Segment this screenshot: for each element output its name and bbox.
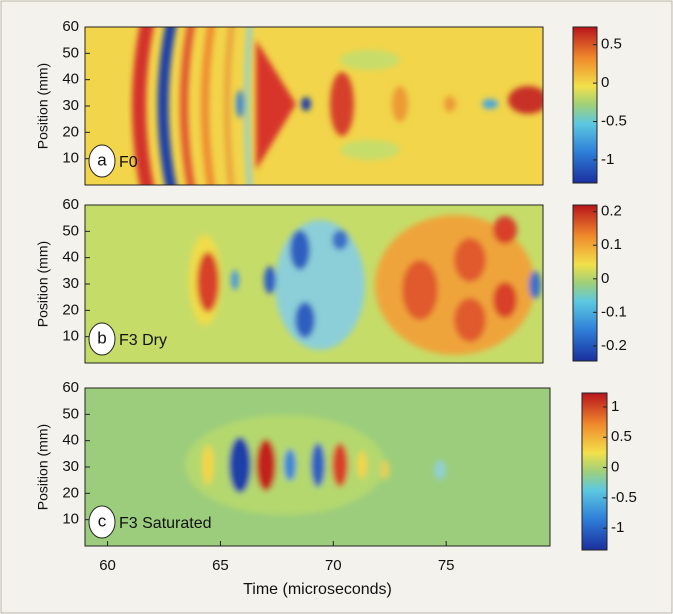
colorbar-tick-label: 0.5	[611, 428, 632, 445]
colorbar-tick-label: 0.2	[601, 203, 622, 220]
panel-title: F3 Dry	[119, 332, 167, 349]
y-tick-label: 50	[62, 405, 79, 422]
y-tick-label: 60	[62, 196, 79, 213]
x-tick-label: 75	[438, 557, 455, 574]
x-tick-label: 70	[325, 557, 342, 574]
panel-label-badge	[88, 505, 116, 539]
y-tick-label: 20	[62, 123, 79, 140]
y-tick-label: 60	[62, 18, 79, 35]
colorbar	[572, 26, 598, 184]
panel-title: F3 Saturated	[119, 515, 212, 532]
y-tick-label: 50	[62, 44, 79, 61]
y-axis-label: Position (mm)	[35, 63, 51, 149]
colorbar-tick-label: 0.1	[601, 236, 622, 253]
colorbar-tick-label: -0.1	[601, 303, 627, 320]
colorbar-tick-label: -0.5	[611, 489, 637, 506]
y-tick-label: 40	[62, 249, 79, 266]
panel-label-badge	[88, 144, 116, 178]
colorbar-tick-label: -1	[611, 519, 624, 536]
x-axis-label: Time (microseconds)	[243, 581, 392, 598]
panel-label-badge	[88, 322, 116, 356]
y-tick-label: 60	[62, 379, 79, 396]
y-tick-label: 30	[62, 458, 79, 475]
y-tick-label: 40	[62, 432, 79, 449]
y-tick-label: 50	[62, 222, 79, 239]
panel-letter: c	[98, 511, 107, 530]
panel-letter: a	[97, 150, 107, 169]
y-tick-label: 30	[62, 97, 79, 114]
colorbar-tick-label: 0	[601, 270, 609, 287]
colorbar	[581, 392, 608, 551]
y-tick-label: 10	[62, 150, 79, 167]
colorbar-tick-label: 0	[611, 459, 619, 476]
x-tick-label: 60	[99, 557, 116, 574]
heatmap-c	[85, 388, 550, 546]
heatmap-b	[85, 205, 543, 363]
y-axis-label: Position (mm)	[35, 241, 51, 327]
y-axis-label: Position (mm)	[35, 424, 51, 510]
y-tick-label: 40	[62, 71, 79, 88]
colorbar	[572, 204, 598, 362]
heatmap-a	[85, 27, 543, 185]
colorbar-tick-label: -1	[601, 151, 614, 168]
y-tick-label: 20	[62, 484, 79, 501]
colorbar-tick-label: 0	[601, 74, 609, 91]
colorbar-tick-label: 1	[611, 398, 619, 415]
colorbar-tick-label: -0.2	[601, 337, 627, 354]
panel-letter: b	[97, 328, 106, 347]
x-tick-label: 65	[212, 557, 229, 574]
colorbar-tick-label: 0.5	[601, 36, 622, 53]
y-tick-label: 30	[62, 275, 79, 292]
panel-title: F0	[119, 154, 138, 171]
y-tick-label: 20	[62, 301, 79, 318]
y-tick-label: 10	[62, 511, 79, 528]
y-tick-label: 10	[62, 328, 79, 345]
colorbar-tick-label: -0.5	[601, 112, 627, 129]
